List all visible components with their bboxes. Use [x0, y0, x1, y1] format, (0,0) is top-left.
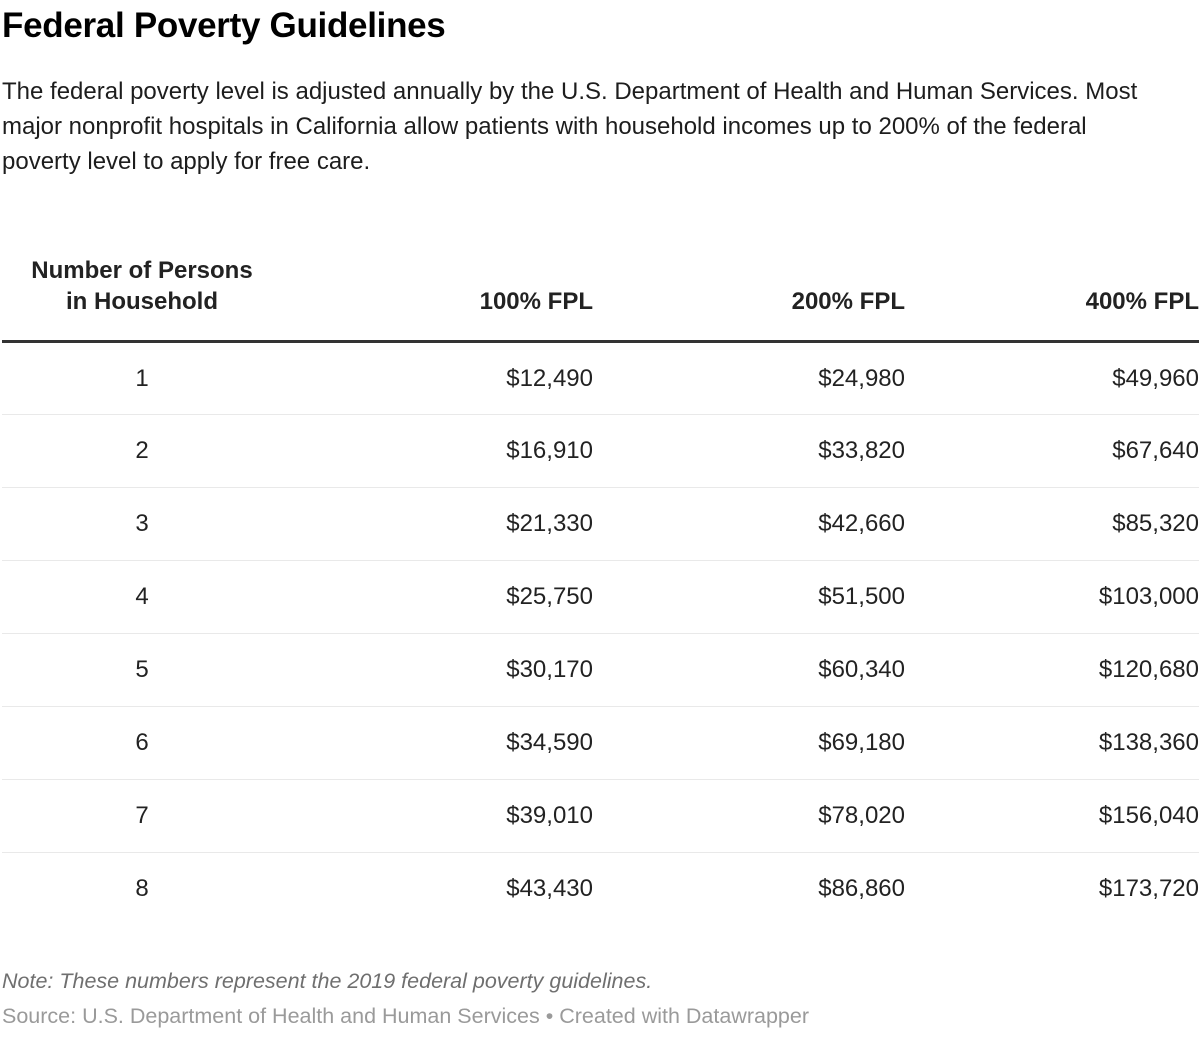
cell-fpl100: $43,430 — [506, 875, 593, 903]
table-row: 2 $16,910 $33,820 $67,640 — [2, 414, 1199, 488]
table-row: 4 $25,750 $51,500 $103,000 — [2, 560, 1199, 634]
cell-fpl200: $24,980 — [593, 341, 905, 415]
cell-fpl400: $120,680 — [905, 633, 1199, 707]
table-row: 1 $12,490 $24,980 $49,960 — [2, 341, 1199, 415]
table-row: 3 $21,330 $42,660 $85,320 — [2, 487, 1199, 561]
header-persons-line1: Number of Persons — [31, 257, 253, 284]
cell-fpl100: $30,170 — [282, 633, 593, 707]
cell-fpl100: $12,490 — [282, 341, 593, 415]
table-body: 1 $12,490 $24,980 $49,960 2 $16,910 $33,820 $67… — [2, 341, 1199, 926]
cell-persons: 5 — [2, 633, 282, 707]
table-row: 7 $39,010 $78,020 $156,040 — [2, 779, 1199, 853]
cell-persons: 1 — [2, 341, 282, 415]
page-title: Federal Poverty Guidelines — [2, 6, 446, 45]
column-header-400fpl: 400% FPL — [905, 255, 1199, 343]
table-note: Note: These numbers represent the 2019 f… — [2, 968, 653, 993]
cell-fpl400: $103,000 — [905, 560, 1199, 634]
cell-fpl400: $67,640 — [905, 414, 1199, 488]
chart-description: The federal poverty level is adjusted an… — [2, 78, 1138, 175]
cell-fpl400: $173,720 — [1098, 875, 1199, 903]
header-row: Number of Persons in Household 100% FPL … — [2, 255, 1199, 343]
cell-fpl100: $21,330 — [282, 487, 593, 561]
fpl-table: Number of Persons in Household 100% FPL … — [2, 255, 1199, 926]
cell-fpl200: $78,020 — [593, 779, 905, 853]
table-row: 5 $30,170 $60,340 $120,680 — [2, 633, 1199, 707]
source-line: Source: U.S. Department of Health and Hu… — [2, 1003, 809, 1028]
cell-fpl200: $60,340 — [593, 633, 905, 707]
cell-fpl200: $86,860 — [818, 875, 905, 903]
cell-fpl100: $34,590 — [282, 706, 593, 780]
cell-fpl200: $42,660 — [593, 487, 905, 561]
cell-persons: 7 — [2, 779, 282, 853]
cell-fpl100: $25,750 — [282, 560, 593, 634]
table-row: 6 $34,590 $69,180 $138,360 — [2, 706, 1199, 780]
cell-persons: 3 — [2, 487, 282, 561]
column-header-100fpl: 100% FPL — [282, 255, 593, 343]
cell-fpl100: $39,010 — [282, 779, 593, 853]
cell-fpl200: $69,180 — [593, 706, 905, 780]
header-persons-line2: in Household — [66, 288, 218, 315]
cell-persons: 8 — [135, 875, 149, 903]
cell-persons: 2 — [2, 414, 282, 488]
cell-fpl400: $85,320 — [905, 487, 1199, 561]
cell-fpl200: $51,500 — [593, 560, 905, 634]
table-row: 8 $43,430 $86,860 $173,720 — [2, 853, 1199, 926]
cell-persons: 6 — [2, 706, 282, 780]
cell-persons: 4 — [2, 560, 282, 634]
cell-fpl200: $33,820 — [593, 414, 905, 488]
cell-fpl100: $16,910 — [282, 414, 593, 488]
cell-fpl400: $49,960 — [905, 341, 1199, 415]
column-header-200fpl: 200% FPL — [593, 255, 905, 343]
column-header-persons: Number of Persons in Household — [2, 255, 282, 343]
cell-fpl400: $156,040 — [905, 779, 1199, 853]
cell-fpl400: $138,360 — [905, 706, 1199, 780]
